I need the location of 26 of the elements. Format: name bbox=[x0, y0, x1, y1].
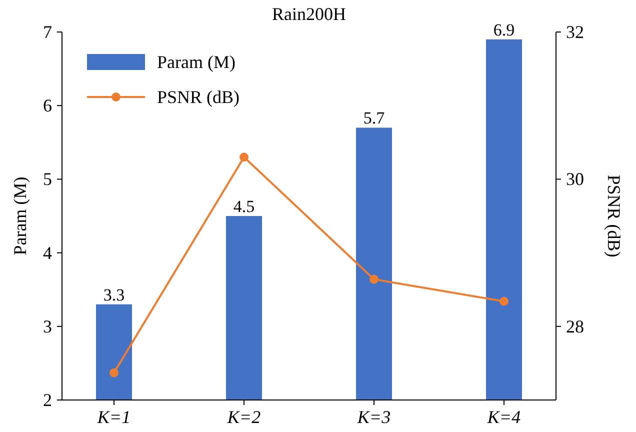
y-axis-title: Param (M) bbox=[10, 176, 30, 256]
y-tick-label: 4 bbox=[43, 242, 52, 263]
y2-tick-label: 30 bbox=[566, 169, 584, 190]
data-label: 4.5 bbox=[233, 197, 255, 216]
x-tick-label: K=3 bbox=[356, 407, 391, 427]
x-tick-label: K=2 bbox=[226, 407, 261, 427]
legend-label: PSNR (dB) bbox=[157, 87, 240, 107]
y-tick-label: 3 bbox=[43, 316, 52, 336]
y-tick-label: 5 bbox=[43, 169, 52, 190]
y2-axis-title: PSNR (dB) bbox=[604, 174, 624, 258]
legend-label: Param (M) bbox=[157, 52, 236, 72]
point bbox=[370, 274, 378, 284]
y-tick-label: 2 bbox=[43, 390, 52, 410]
point bbox=[240, 152, 248, 162]
y2-tick-label: 28 bbox=[566, 316, 584, 336]
y-tick-label: 7 bbox=[43, 22, 52, 42]
point bbox=[500, 296, 508, 306]
data-label: 3.3 bbox=[103, 285, 125, 304]
point bbox=[110, 368, 118, 378]
x-tick-label: K=1 bbox=[96, 407, 131, 427]
data-label: 5.7 bbox=[363, 108, 386, 128]
x-tick-label: K=4 bbox=[486, 407, 521, 427]
data-label: 6.9 bbox=[493, 20, 515, 40]
chart-title: Rain200H bbox=[272, 4, 346, 24]
y-tick-label: 6 bbox=[43, 96, 52, 116]
y2-tick-label: 32 bbox=[566, 22, 584, 42]
